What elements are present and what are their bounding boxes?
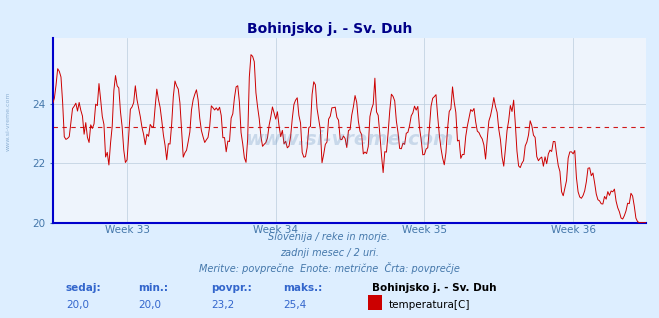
Text: 23,2: 23,2: [211, 301, 234, 310]
Text: Meritve: povprečne  Enote: metrične  Črta: povprečje: Meritve: povprečne Enote: metrične Črta:…: [199, 262, 460, 274]
Text: maks.:: maks.:: [283, 283, 323, 293]
Text: 25,4: 25,4: [283, 301, 306, 310]
Text: temperatura[C]: temperatura[C]: [389, 301, 471, 310]
Text: Slovenija / reke in morje.: Slovenija / reke in morje.: [268, 232, 391, 242]
Text: www.si-vreme.com: www.si-vreme.com: [245, 130, 453, 149]
Text: 20,0: 20,0: [66, 301, 89, 310]
Text: www.si-vreme.com: www.si-vreme.com: [5, 91, 11, 151]
Text: sedaj:: sedaj:: [66, 283, 101, 293]
Text: 20,0: 20,0: [138, 301, 161, 310]
Text: povpr.:: povpr.:: [211, 283, 252, 293]
Text: min.:: min.:: [138, 283, 169, 293]
Text: Bohinjsko j. - Sv. Duh: Bohinjsko j. - Sv. Duh: [372, 283, 497, 293]
Text: zadnji mesec / 2 uri.: zadnji mesec / 2 uri.: [280, 248, 379, 258]
Text: Bohinjsko j. - Sv. Duh: Bohinjsko j. - Sv. Duh: [247, 22, 412, 36]
